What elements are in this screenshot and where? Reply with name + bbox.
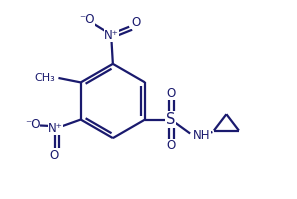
Text: ⁻O: ⁻O <box>79 13 94 26</box>
Text: N⁺: N⁺ <box>48 122 63 135</box>
Text: ⁻O: ⁻O <box>25 117 40 131</box>
Text: S: S <box>165 112 175 127</box>
Text: O: O <box>167 139 176 152</box>
Text: O: O <box>167 87 176 100</box>
Text: N⁺: N⁺ <box>104 28 119 42</box>
Text: NH: NH <box>193 129 211 142</box>
Text: O: O <box>49 149 59 162</box>
Text: CH₃: CH₃ <box>34 73 55 83</box>
Text: O: O <box>131 16 141 29</box>
